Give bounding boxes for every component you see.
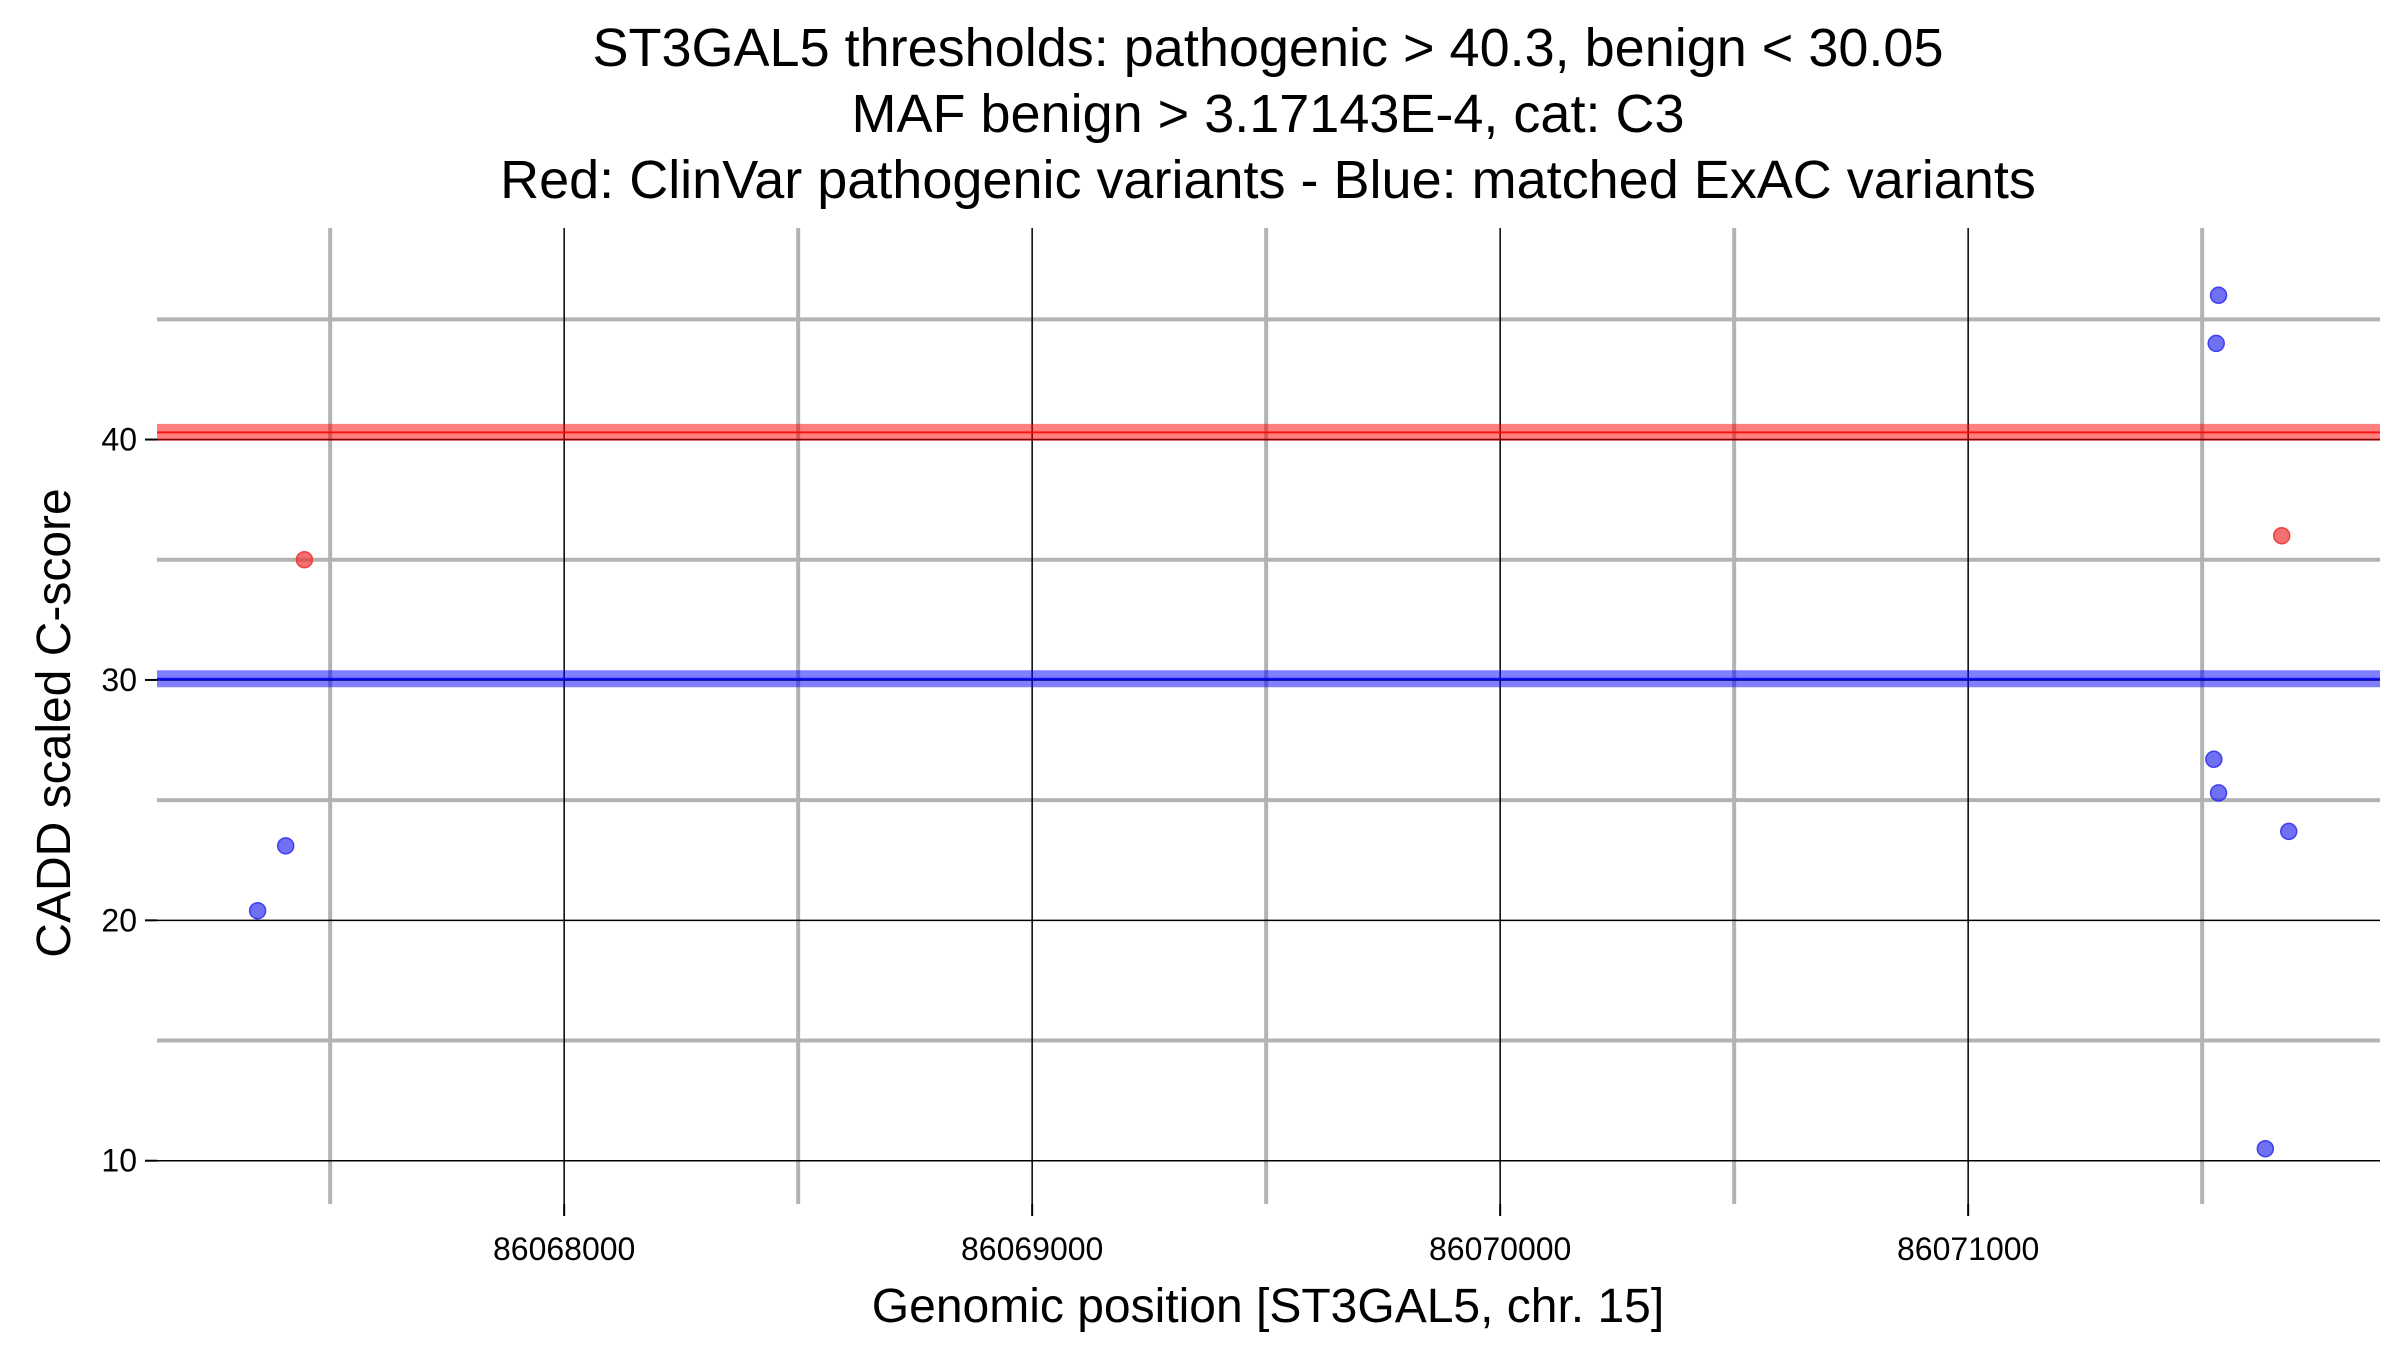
exac-point [2279, 822, 2298, 841]
chart-title: ST3GAL5 thresholds: pathogenic > 40.3, b… [500, 18, 2036, 210]
x-axis-label: Genomic position [ST3GAL5, chr. 15] [872, 1280, 1664, 1333]
title-line-1: ST3GAL5 thresholds: pathogenic > 40.3, b… [593, 18, 1944, 78]
y-tick-label: 30 [101, 662, 137, 698]
exac-point [276, 837, 295, 855]
x-tick-label: 86070000 [1429, 1231, 1571, 1267]
exac-point [2205, 750, 2223, 769]
exac-point [2207, 334, 2225, 353]
title-line-2: MAF benign > 3.17143E-4, cat: C3 [852, 84, 1685, 144]
x-tick-labels: 86068000 86069000 86070000 86071000 [493, 1231, 2039, 1267]
y-tick-label: 40 [101, 422, 137, 458]
exac-point [2256, 1139, 2275, 1158]
exac-point [248, 901, 267, 920]
data-points [248, 286, 2298, 1158]
x-tick-label: 86071000 [1897, 1231, 2039, 1267]
x-tick-label: 86069000 [961, 1231, 1103, 1267]
pathogenic-point [295, 550, 314, 569]
pathogenic-point [2272, 526, 2291, 545]
exac-point [2209, 784, 2228, 802]
y-axis-label: CADD scaled C-score [28, 488, 81, 957]
exac-point [2209, 286, 2228, 305]
x-tick-label: 86068000 [493, 1231, 635, 1267]
axis-ticks [145, 438, 1970, 1216]
title-line-3: Red: ClinVar pathogenic variants - Blue:… [500, 150, 2036, 210]
threshold-lines [157, 423, 2380, 688]
y-tick-label: 10 [101, 1143, 137, 1179]
plot-grid [157, 228, 2380, 1204]
y-tick-label: 20 [101, 902, 137, 938]
y-tick-labels: 10 20 30 40 [101, 422, 137, 1179]
